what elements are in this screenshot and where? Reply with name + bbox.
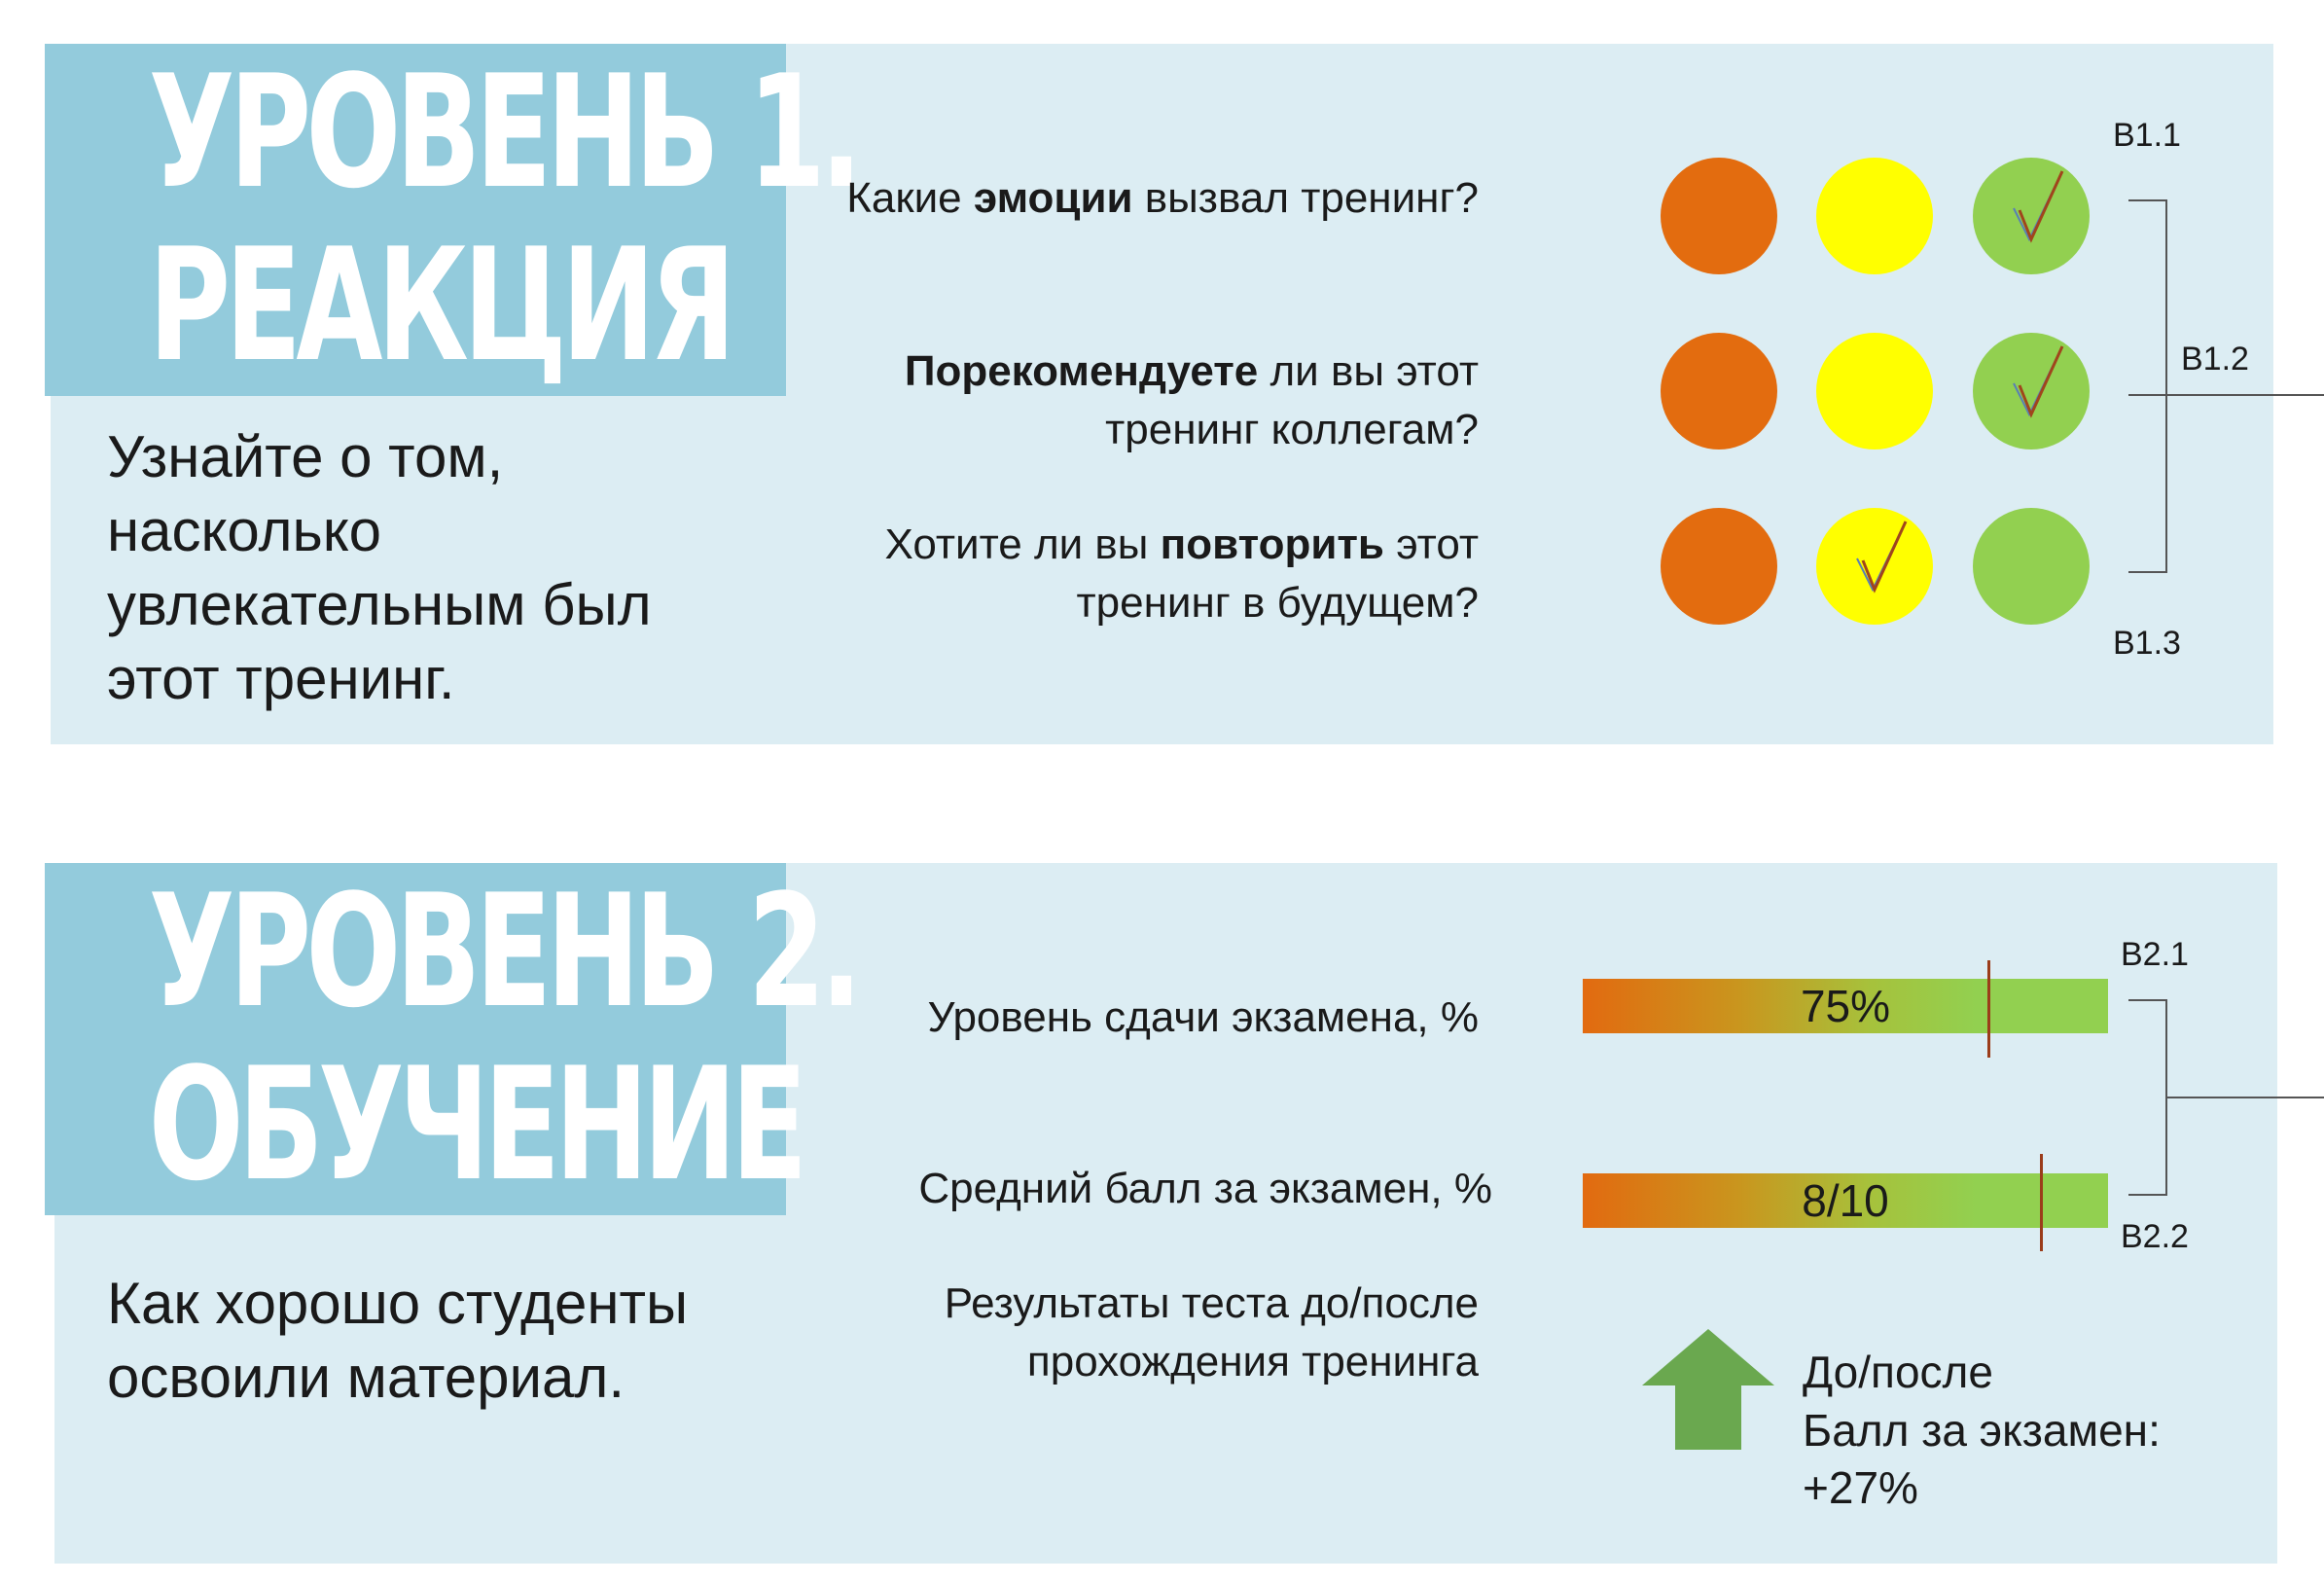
- level1-bracket: [2128, 199, 2167, 573]
- rating-circle-yellow[interactable]: [1816, 333, 1933, 450]
- rating-circle-orange[interactable]: [1661, 158, 1777, 274]
- level2-bracket: [2128, 999, 2167, 1196]
- level1-title-line2: РЕАКЦИЯ: [148, 214, 736, 396]
- level1-title-line1: УРОВЕНЬ 1.: [148, 41, 863, 223]
- rating-circle-green[interactable]: [1973, 158, 2090, 274]
- level1-connector-line: [2128, 394, 2324, 396]
- metric-label-pass-rate: Уровень сдачи экзамена, %: [927, 993, 1479, 1041]
- label-b1-1: B1.1: [2113, 117, 2181, 154]
- level1-title: УРОВЕНЬ 1. РЕАКЦИЯ: [45, 41, 863, 396]
- label-b2-1: B2.1: [2121, 936, 2189, 973]
- level1-question-2: Порекомендуете ли вы этот тренинг коллег…: [904, 347, 1479, 453]
- rating-circle-green[interactable]: [1973, 508, 2090, 625]
- rating-circle-yellow[interactable]: [1816, 508, 1933, 625]
- progress-bar-pass-rate: 75%: [1583, 979, 2108, 1033]
- label-b1-2: B1.2: [2181, 341, 2249, 378]
- level1-question-1: Какие эмоции вызвал тренинг?: [846, 174, 1479, 222]
- bar-value-pass-rate: 75%: [1800, 981, 1891, 1031]
- check-icon: [1856, 521, 1908, 594]
- result-line-2: Балл за экзамен:: [1803, 1405, 2161, 1456]
- bar-marker-avg-score: [2039, 1154, 2043, 1251]
- label-b1-3: B1.3: [2113, 625, 2181, 662]
- level2-title-line1: УРОВЕНЬ 2.: [148, 860, 863, 1042]
- result-line-1: До/после: [1803, 1347, 1993, 1397]
- up-arrow-icon: [1642, 1329, 1774, 1450]
- level2-title: УРОВЕНЬ 2. ОБУЧЕНИЕ: [45, 860, 863, 1215]
- level2-title-line2: ОБУЧЕНИЕ: [148, 1033, 808, 1215]
- rating-circle-yellow[interactable]: [1816, 158, 1933, 274]
- level1-question-3: Хотите ли вы повторить этот тренинг в бу…: [884, 521, 1479, 627]
- bar-value-avg-score: 8/10: [1802, 1175, 1889, 1226]
- metric-label-avg-score: Средний балл за экзамен, %: [918, 1165, 1492, 1212]
- test-results-label: Результаты теста до/после прохождения тр…: [944, 1279, 1479, 1385]
- rating-circle-green[interactable]: [1973, 333, 2090, 450]
- bar-marker-pass-rate: [1986, 960, 1990, 1058]
- label-b2-2: B2.2: [2121, 1218, 2189, 1255]
- check-icon: [2013, 345, 2064, 418]
- level2-description: Как хорошо студенты освоили материал.: [107, 1271, 689, 1410]
- result-line-3: +27%: [1803, 1462, 1918, 1513]
- rating-circle-orange[interactable]: [1661, 508, 1777, 625]
- progress-bar-avg-score: 8/10: [1583, 1173, 2108, 1228]
- rating-circle-orange[interactable]: [1661, 333, 1777, 450]
- level1-description: Узнайте о том, насколько увлекательным б…: [107, 424, 652, 711]
- check-icon: [2013, 170, 2064, 243]
- level2-connector-line: [2165, 1097, 2324, 1098]
